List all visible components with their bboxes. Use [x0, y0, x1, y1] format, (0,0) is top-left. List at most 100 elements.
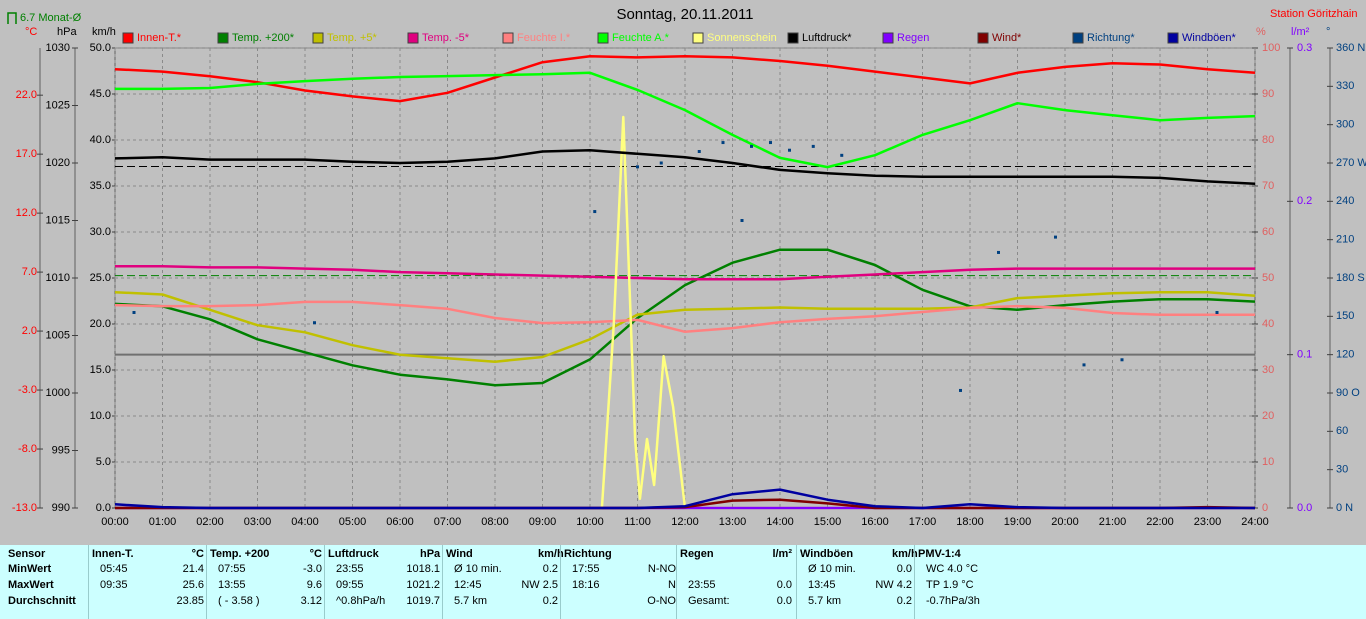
series-line [115, 115, 1255, 510]
group-name: PMV-1:4 [918, 548, 961, 560]
x-tick-label: 04:00 [291, 516, 319, 528]
group-unit: l/m² [772, 548, 792, 560]
legend-label: Temp. -5* [422, 32, 470, 44]
x-tick-label: 24:00 [1241, 516, 1269, 528]
cell-time: 09:35 [100, 579, 128, 591]
series-dot [313, 321, 316, 325]
group-name: Windböen [800, 548, 854, 560]
y-tick-label: 150 [1336, 310, 1354, 322]
cell-value: 3.12 [300, 595, 322, 607]
stats-table: Sensor MinWert MaxWert Durchschnitt Innen-T.… [0, 545, 1366, 619]
x-tick-label: 05:00 [339, 516, 367, 528]
y-tick-label: -13.0 [12, 502, 37, 514]
x-tick-label: 10:00 [576, 516, 604, 528]
legend-swatch [977, 32, 989, 44]
y-tick-label: 0 N [1336, 502, 1353, 514]
legend-swatch [502, 32, 514, 44]
legend-swatch [122, 32, 134, 44]
x-tick-label: 20:00 [1051, 516, 1079, 528]
cell-time: WC 4.0 °C [926, 563, 979, 575]
cell-time: 5.7 km [808, 595, 842, 607]
legend-swatch [312, 32, 324, 44]
y-tick-label: 40.0 [90, 134, 111, 146]
cell-time: 12:45 [454, 579, 482, 591]
group-unit: km/h [892, 548, 918, 560]
y-tick-label: 60 [1262, 226, 1274, 238]
x-tick-label: 11:00 [624, 516, 651, 528]
row-label: MinWert [8, 563, 52, 575]
cell-value: -3.0 [303, 563, 322, 575]
legend-label: Feuchte A.* [612, 32, 670, 44]
series-dot [750, 144, 753, 148]
series-dot [769, 141, 772, 145]
axis-unit: % [1256, 26, 1266, 38]
y-tick-label: 90 [1262, 88, 1274, 100]
axis-unit: ° [1326, 26, 1330, 38]
axis-unit: km/h [92, 26, 116, 38]
y-tick-label: 70 [1262, 180, 1274, 192]
x-tick-label: 03:00 [244, 516, 272, 528]
y-tick-label: 0.3 [1297, 42, 1312, 54]
legend-label: Temp. +5* [327, 32, 378, 44]
row-label: MaxWert [8, 579, 54, 591]
x-tick-label: 17:00 [909, 516, 937, 528]
cell-time: Gesamt: [688, 595, 730, 607]
legend-label: Richtung* [1087, 32, 1135, 44]
legend-label: Feuchte I.* [517, 32, 571, 44]
group-name: Luftdruck [328, 548, 379, 560]
y-tick-label: 25.0 [90, 272, 111, 284]
group-name: Innen-T. [92, 548, 134, 560]
series-dot [593, 210, 597, 214]
y-tick-label: 1015 [46, 214, 70, 226]
series-dot [1054, 235, 1057, 239]
y-tick-label: 100 [1262, 42, 1280, 54]
legend-swatch [787, 32, 799, 44]
series-dot [959, 388, 962, 392]
monthly-mean-label: 6.7 Monat-Ø [20, 12, 82, 24]
y-tick-label: 1030 [46, 42, 70, 54]
x-tick-label: 16:00 [861, 516, 889, 528]
y-tick-label: 10.0 [90, 410, 111, 422]
y-tick-label: 0.1 [1297, 349, 1312, 361]
legend-swatch [1072, 32, 1084, 44]
y-tick-label: 120 [1336, 349, 1354, 361]
column-separator [206, 545, 207, 619]
y-tick-label: 0.2 [1297, 195, 1312, 207]
axis-unit: l/m² [1291, 26, 1310, 38]
cell-value: 0.2 [542, 563, 558, 575]
cell-value: N-NO [647, 563, 676, 575]
column-separator [88, 545, 89, 619]
y-tick-label: 30.0 [90, 226, 111, 238]
cell-time: ( - 3.58 ) [218, 595, 260, 607]
x-tick-label: 15:00 [814, 516, 842, 528]
cell-value: N [668, 579, 676, 591]
legend-swatch [217, 32, 229, 44]
axis-unit: hPa [57, 26, 77, 38]
monthly-icon [7, 12, 17, 24]
x-tick-label: 02:00 [196, 516, 224, 528]
y-tick-label: 20 [1262, 410, 1274, 422]
y-tick-label: 360 N [1336, 42, 1365, 54]
legend-label: Innen-T.* [137, 32, 182, 44]
group-unit: hPa [420, 548, 441, 560]
y-tick-label: 995 [52, 444, 70, 456]
column-separator [796, 545, 797, 619]
y-tick-label: 0.0 [1297, 502, 1312, 514]
group-unit: °C [309, 548, 322, 560]
series-dot [697, 150, 701, 153]
x-tick-label: 01:00 [149, 516, 177, 528]
series-dot [1120, 358, 1124, 362]
legend-label: Regen [897, 32, 929, 44]
cell-value: 0.2 [896, 595, 912, 607]
y-tick-label: 30 [1336, 464, 1348, 476]
x-tick-label: 08:00 [481, 516, 509, 528]
series-dot [721, 141, 725, 145]
cell-value: 0.2 [542, 595, 558, 607]
series-line [115, 71, 1256, 169]
y-tick-label: 1005 [46, 329, 70, 341]
series-dot [1082, 363, 1086, 367]
series-line [114, 149, 1256, 185]
x-tick-label: 07:00 [434, 516, 462, 528]
y-tick-label: -3.0 [18, 384, 37, 396]
